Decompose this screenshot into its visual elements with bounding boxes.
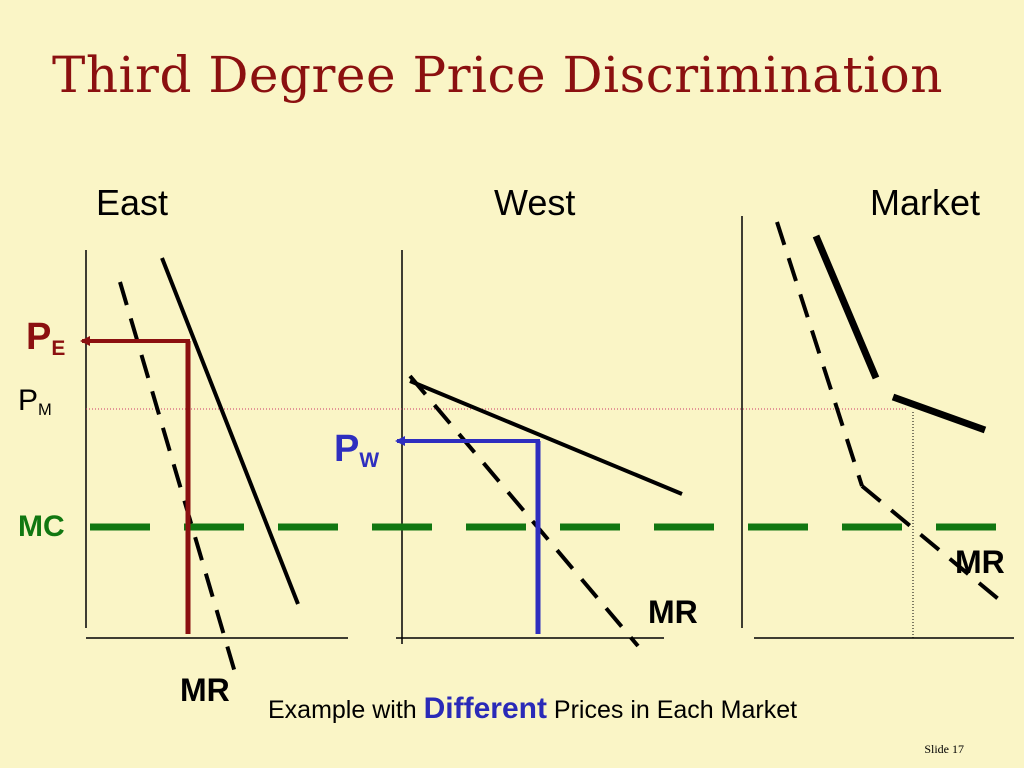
west-demand-curve bbox=[409, 379, 683, 496]
panel-label-west: West bbox=[494, 182, 576, 223]
mr-label-market: MR bbox=[955, 544, 1005, 580]
east-mr-curve bbox=[118, 281, 238, 677]
caption-suffix: Prices in Each Market bbox=[546, 696, 798, 724]
caption-emphasis: Different bbox=[423, 692, 547, 725]
slide-number: Slide 17 bbox=[924, 742, 964, 756]
west-mr-curve bbox=[408, 374, 640, 648]
pw-label: PW bbox=[334, 428, 380, 473]
caption: Example with Different Prices in Each Ma… bbox=[268, 692, 797, 726]
east-demand-curve bbox=[160, 257, 300, 605]
slide-title: Third Degree Price Discrimination bbox=[52, 46, 943, 104]
market-mr-lower bbox=[860, 484, 1010, 609]
mr-label-east: MR bbox=[180, 672, 230, 708]
panel-label-market: Market bbox=[870, 182, 981, 223]
caption-prefix: Example with bbox=[268, 696, 424, 724]
market-demand-lower bbox=[891, 393, 987, 434]
mc-label: MC bbox=[18, 510, 65, 543]
panel-label-east: East bbox=[96, 182, 169, 223]
pm-label: PM bbox=[18, 384, 52, 419]
mr-label-west: MR bbox=[648, 594, 698, 630]
market-mr-upper bbox=[775, 221, 864, 487]
pe-label: PE bbox=[26, 316, 66, 361]
market-demand-upper bbox=[812, 234, 880, 380]
